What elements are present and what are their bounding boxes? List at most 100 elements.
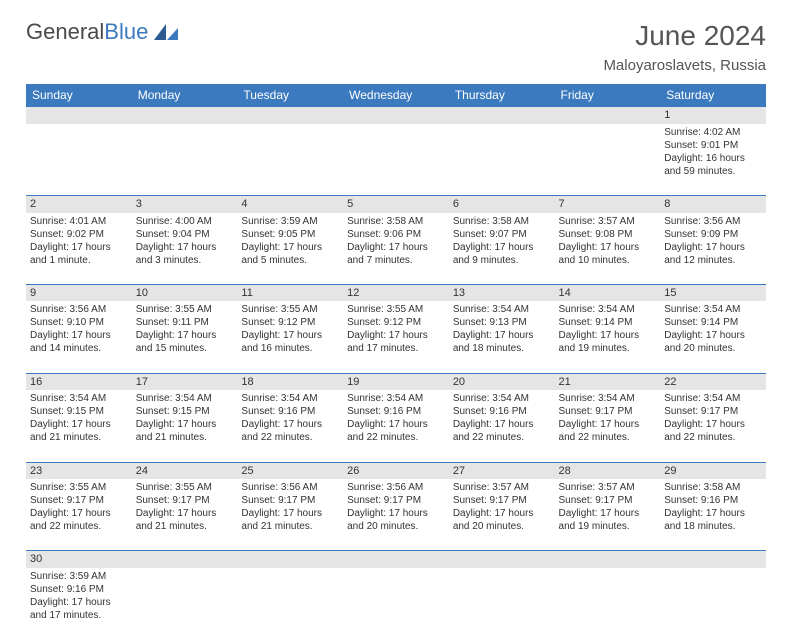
sunrise-text: Sunrise: 3:54 AM [664, 392, 762, 405]
sunset-text: Sunset: 9:10 PM [30, 316, 128, 329]
sunrise-text: Sunrise: 3:55 AM [136, 303, 234, 316]
sunset-text: Sunset: 9:12 PM [241, 316, 339, 329]
day-number-cell: 10 [132, 285, 238, 302]
day-number-cell: 3 [132, 196, 238, 213]
sunset-text: Sunset: 9:13 PM [453, 316, 551, 329]
sunrise-text: Sunrise: 4:00 AM [136, 215, 234, 228]
day-info-row: Sunrise: 3:59 AMSunset: 9:16 PMDaylight:… [26, 568, 766, 640]
day-number-cell: 25 [237, 462, 343, 479]
day-info: Sunrise: 3:55 AMSunset: 9:12 PMDaylight:… [347, 303, 445, 355]
day-number-cell: 9 [26, 285, 132, 302]
daylight-text: Daylight: 17 hours and 17 minutes. [347, 329, 445, 355]
day-cell: Sunrise: 3:55 AMSunset: 9:11 PMDaylight:… [132, 301, 238, 373]
daylight-text: Daylight: 17 hours and 9 minutes. [453, 241, 551, 267]
daylight-text: Daylight: 17 hours and 22 minutes. [559, 418, 657, 444]
sunrise-text: Sunrise: 3:55 AM [241, 303, 339, 316]
logo-text-1: General [26, 18, 104, 47]
day-info: Sunrise: 3:56 AMSunset: 9:17 PMDaylight:… [241, 481, 339, 533]
day-info: Sunrise: 3:58 AMSunset: 9:06 PMDaylight:… [347, 215, 445, 267]
empty-cell [343, 107, 449, 123]
day-number-cell: 13 [449, 285, 555, 302]
sunrise-text: Sunrise: 4:01 AM [30, 215, 128, 228]
sunrise-text: Sunrise: 3:55 AM [347, 303, 445, 316]
sunrise-text: Sunrise: 3:54 AM [347, 392, 445, 405]
day-cell: Sunrise: 3:54 AMSunset: 9:16 PMDaylight:… [237, 390, 343, 462]
sunset-text: Sunset: 9:09 PM [664, 228, 762, 241]
empty-cell [26, 124, 132, 196]
sunset-text: Sunset: 9:17 PM [559, 405, 657, 418]
day-info-row: Sunrise: 4:01 AMSunset: 9:02 PMDaylight:… [26, 213, 766, 285]
sunrise-text: Sunrise: 3:54 AM [664, 303, 762, 316]
day-info: Sunrise: 3:54 AMSunset: 9:17 PMDaylight:… [664, 392, 762, 444]
sunrise-text: Sunrise: 3:57 AM [559, 481, 657, 494]
day-cell: Sunrise: 3:56 AMSunset: 9:17 PMDaylight:… [237, 479, 343, 551]
empty-cell [660, 551, 766, 568]
day-number-cell: 5 [343, 196, 449, 213]
sunset-text: Sunset: 9:17 PM [347, 494, 445, 507]
sunset-text: Sunset: 9:08 PM [559, 228, 657, 241]
sunset-text: Sunset: 9:14 PM [559, 316, 657, 329]
day-info: Sunrise: 4:02 AMSunset: 9:01 PMDaylight:… [664, 126, 762, 178]
day-info: Sunrise: 3:55 AMSunset: 9:17 PMDaylight:… [30, 481, 128, 533]
day-info: Sunrise: 3:55 AMSunset: 9:17 PMDaylight:… [136, 481, 234, 533]
day-cell: Sunrise: 4:00 AMSunset: 9:04 PMDaylight:… [132, 213, 238, 285]
day-number-cell: 8 [660, 196, 766, 213]
sunset-text: Sunset: 9:17 PM [30, 494, 128, 507]
sunrise-text: Sunrise: 3:54 AM [136, 392, 234, 405]
daylight-text: Daylight: 17 hours and 22 minutes. [347, 418, 445, 444]
day-number-cell: 18 [237, 373, 343, 390]
sunrise-text: Sunrise: 3:56 AM [664, 215, 762, 228]
day-info: Sunrise: 3:56 AMSunset: 9:17 PMDaylight:… [347, 481, 445, 533]
day-number-cell: 30 [26, 551, 132, 568]
day-number-cell: 27 [449, 462, 555, 479]
day-info: Sunrise: 3:54 AMSunset: 9:13 PMDaylight:… [453, 303, 551, 355]
empty-cell [660, 568, 766, 640]
daylight-text: Daylight: 17 hours and 14 minutes. [30, 329, 128, 355]
day-info: Sunrise: 3:54 AMSunset: 9:14 PMDaylight:… [664, 303, 762, 355]
day-cell: Sunrise: 3:58 AMSunset: 9:07 PMDaylight:… [449, 213, 555, 285]
sunset-text: Sunset: 9:07 PM [453, 228, 551, 241]
day-number-row: 2345678 [26, 196, 766, 213]
empty-cell [343, 551, 449, 568]
day-number-row: 1 [26, 107, 766, 123]
sunrise-text: Sunrise: 3:54 AM [453, 392, 551, 405]
sunset-text: Sunset: 9:16 PM [453, 405, 551, 418]
logo: GeneralBlue [26, 18, 180, 47]
weekday-header: Thursday [449, 84, 555, 108]
sunset-text: Sunset: 9:16 PM [347, 405, 445, 418]
sunset-text: Sunset: 9:12 PM [347, 316, 445, 329]
day-number-cell: 23 [26, 462, 132, 479]
day-info: Sunrise: 3:58 AMSunset: 9:07 PMDaylight:… [453, 215, 551, 267]
sunrise-text: Sunrise: 4:02 AM [664, 126, 762, 139]
location: Maloyaroslavets, Russia [603, 56, 766, 76]
daylight-text: Daylight: 17 hours and 18 minutes. [453, 329, 551, 355]
empty-cell [237, 551, 343, 568]
daylight-text: Daylight: 17 hours and 3 minutes. [136, 241, 234, 267]
weekday-header: Monday [132, 84, 238, 108]
day-info: Sunrise: 3:54 AMSunset: 9:17 PMDaylight:… [559, 392, 657, 444]
day-cell: Sunrise: 3:57 AMSunset: 9:17 PMDaylight:… [449, 479, 555, 551]
day-info-row: Sunrise: 4:02 AMSunset: 9:01 PMDaylight:… [26, 124, 766, 196]
daylight-text: Daylight: 17 hours and 20 minutes. [453, 507, 551, 533]
day-cell: Sunrise: 3:58 AMSunset: 9:16 PMDaylight:… [660, 479, 766, 551]
day-info: Sunrise: 3:56 AMSunset: 9:10 PMDaylight:… [30, 303, 128, 355]
empty-cell [555, 568, 661, 640]
sunset-text: Sunset: 9:17 PM [241, 494, 339, 507]
day-number-cell: 6 [449, 196, 555, 213]
sunset-text: Sunset: 9:17 PM [453, 494, 551, 507]
daylight-text: Daylight: 17 hours and 5 minutes. [241, 241, 339, 267]
daylight-text: Daylight: 17 hours and 22 minutes. [30, 507, 128, 533]
sunrise-text: Sunrise: 3:57 AM [453, 481, 551, 494]
sunrise-text: Sunrise: 3:59 AM [241, 215, 339, 228]
day-number-cell: 24 [132, 462, 238, 479]
daylight-text: Daylight: 17 hours and 10 minutes. [559, 241, 657, 267]
sunrise-text: Sunrise: 3:54 AM [559, 303, 657, 316]
day-number-cell: 12 [343, 285, 449, 302]
day-info-row: Sunrise: 3:55 AMSunset: 9:17 PMDaylight:… [26, 479, 766, 551]
day-cell: Sunrise: 3:54 AMSunset: 9:15 PMDaylight:… [132, 390, 238, 462]
weekday-header: Friday [555, 84, 661, 108]
day-cell: Sunrise: 3:59 AMSunset: 9:16 PMDaylight:… [26, 568, 132, 640]
day-info: Sunrise: 3:55 AMSunset: 9:12 PMDaylight:… [241, 303, 339, 355]
day-number-cell: 28 [555, 462, 661, 479]
empty-cell [132, 551, 238, 568]
